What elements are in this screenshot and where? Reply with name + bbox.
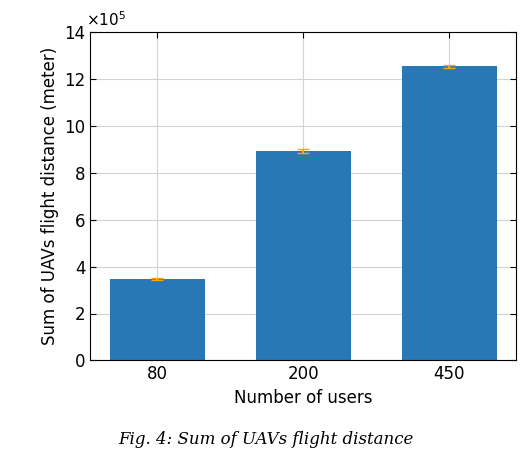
Y-axis label: Sum of UAVs flight distance (meter): Sum of UAVs flight distance (meter) — [41, 47, 59, 346]
Text: Fig. 4: Sum of UAVs flight distance: Fig. 4: Sum of UAVs flight distance — [118, 431, 414, 448]
Bar — [110, 279, 205, 360]
Text: $\times10^5$: $\times10^5$ — [86, 10, 126, 29]
Bar — [402, 67, 497, 360]
Bar — [256, 151, 351, 360]
X-axis label: Number of users: Number of users — [234, 389, 372, 407]
